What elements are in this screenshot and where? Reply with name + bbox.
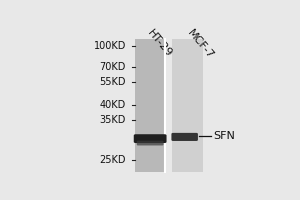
FancyBboxPatch shape [134,134,167,143]
FancyBboxPatch shape [171,133,198,141]
Text: SFN: SFN [213,131,235,141]
FancyBboxPatch shape [137,141,164,145]
Text: 35KD: 35KD [100,115,126,125]
Text: MCF-7: MCF-7 [185,28,215,61]
Text: 25KD: 25KD [99,155,126,165]
Text: 70KD: 70KD [100,62,126,72]
Bar [135,39,165,172]
Text: HT-29: HT-29 [146,28,174,60]
Text: 55KD: 55KD [99,77,126,87]
Bar [172,39,202,172]
Text: 100KD: 100KD [94,41,126,51]
Text: 40KD: 40KD [100,100,126,110]
